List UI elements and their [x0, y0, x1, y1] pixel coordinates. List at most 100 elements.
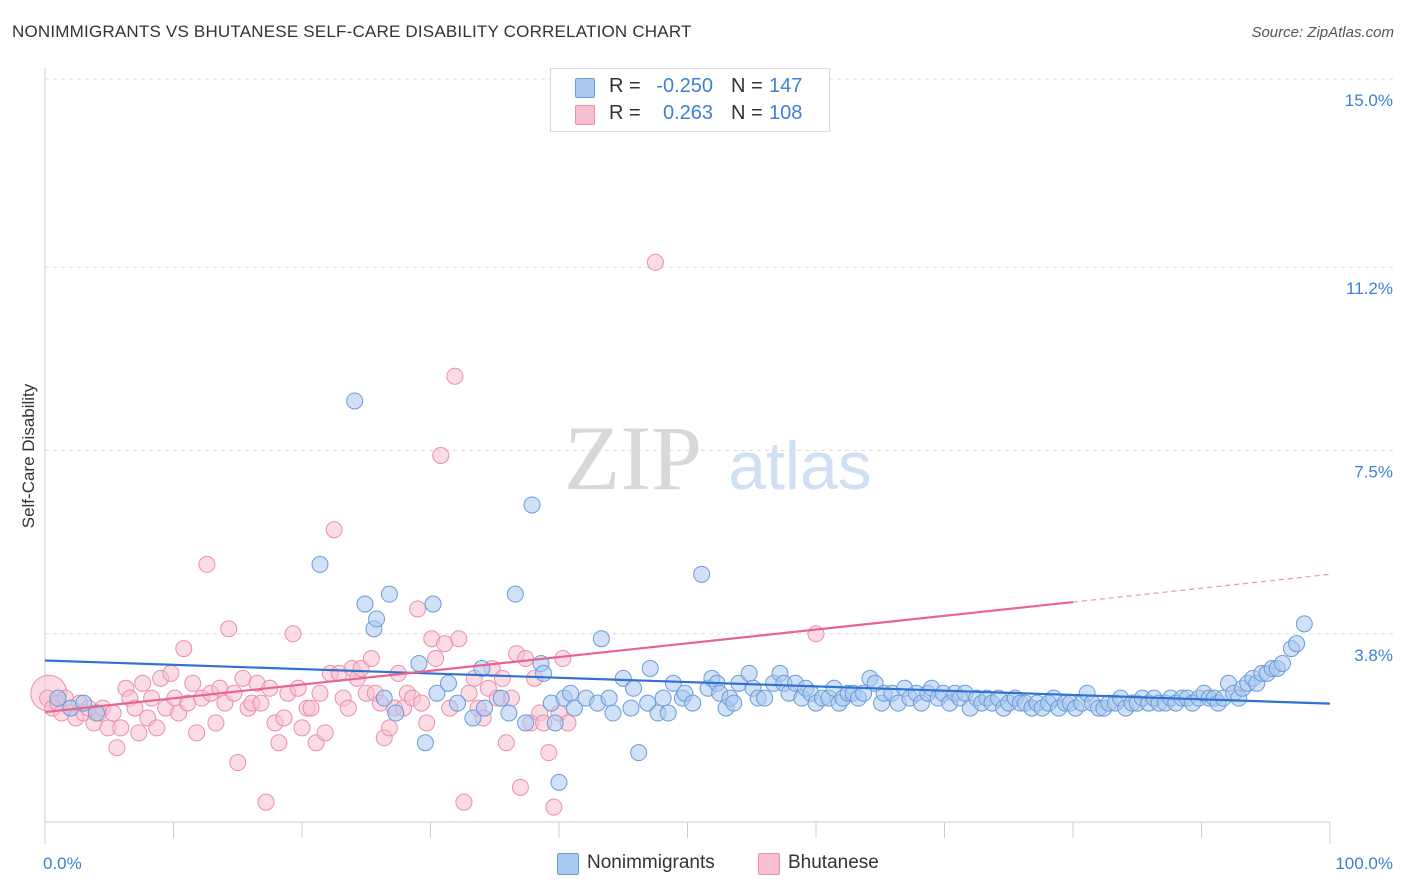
nonimmigrants-point [600, 689, 618, 707]
bhutanese-trend-line [44, 600, 1074, 714]
nonimmigrants-trend-line [44, 659, 1331, 705]
bhutanese-point [257, 793, 275, 811]
bottom-legend-swatch-pink [758, 853, 780, 875]
nonimmigrants-point [492, 689, 510, 707]
watermark-atlas: atlas [728, 428, 872, 504]
nonimmigrants-point [428, 684, 446, 702]
legend-r-value: -0.250 [656, 75, 713, 97]
y-tick-label: 3.8% [1354, 646, 1393, 665]
bhutanese-point [126, 699, 144, 717]
bhutanese-point [275, 709, 293, 727]
nonimmigrants-point [740, 664, 758, 682]
nonimmigrants-point [625, 679, 643, 697]
nonimmigrants-point [630, 744, 648, 762]
bhutanese-point [220, 620, 238, 638]
y-tick-label: 7.5% [1354, 463, 1393, 482]
bhutanese-point [427, 650, 445, 668]
bhutanese-point [284, 625, 302, 643]
bhutanese-point [112, 719, 130, 737]
nonimmigrants-point [49, 689, 67, 707]
nonimmigrants-point [416, 734, 434, 752]
bhutanese-point [380, 719, 398, 737]
trend-lines [44, 573, 1331, 714]
bhutanese-point [455, 793, 473, 811]
legend-row-nonimmigrants: R = -0.250 N = 147 [551, 74, 829, 100]
bhutanese-point [545, 798, 563, 816]
nonimmigrants-point [380, 585, 398, 603]
bhutanese-point [460, 684, 478, 702]
tick-labels: 3.8% 7.5% 11.2% 15.0% 0.0% 100.0% [43, 91, 1393, 873]
bhutanese-point [207, 714, 225, 732]
bhutanese-point [311, 684, 329, 702]
bhutanese-point [162, 664, 180, 682]
nonimmigrants-point [517, 714, 535, 732]
nonimmigrants-point [448, 694, 466, 712]
bottom-legend-label: Bhutanese [788, 852, 879, 873]
nonimmigrants-point [855, 684, 873, 702]
legend-r-value: 0.263 [662, 102, 713, 124]
nonimmigrants-point [725, 694, 743, 712]
legend-r-label: R = [609, 75, 641, 97]
bhutanese-point [148, 719, 166, 737]
grid-lines [45, 78, 1393, 635]
bhutanese-point [108, 739, 126, 757]
bhutanese-point [352, 659, 370, 677]
nonimmigrants-point [641, 659, 659, 677]
chart-title: NONIMMIGRANTS VS BHUTANESE SELF-CARE DIS… [12, 22, 692, 41]
bhutanese-point [517, 650, 535, 668]
bhutanese-point [188, 724, 206, 742]
bhutanese-point [293, 719, 311, 737]
bhutanese-point [362, 650, 380, 668]
nonimmigrants-point [535, 664, 553, 682]
nonimmigrants-point [1273, 654, 1291, 672]
bhutanese-point [270, 734, 288, 752]
nonimmigrants-point [439, 674, 457, 692]
bhutanese-point [104, 704, 122, 722]
bhutanese-point [646, 253, 664, 271]
nonimmigrants-point [424, 595, 442, 613]
nonimmigrants-point [562, 684, 580, 702]
bhutanese-point [229, 754, 247, 772]
nonimmigrants-point [356, 595, 374, 613]
legend-n-value: 108 [769, 102, 803, 124]
nonimmigrants-point [1288, 635, 1306, 653]
bhutanese-point [252, 694, 270, 712]
nonimmigrants-point [604, 704, 622, 722]
nonimmigrants-point [375, 689, 393, 707]
nonimmigrants-point [639, 694, 657, 712]
bhutanese-trend-extension [1072, 573, 1331, 603]
x-tick-label-end: 100.0% [1335, 854, 1393, 873]
bottom-legend-swatch-blue [557, 853, 579, 875]
bhutanese-point [493, 669, 511, 687]
y-tick-label: 15.0% [1345, 91, 1393, 110]
nonimmigrants-point [565, 699, 583, 717]
nonimmigrants-point [387, 704, 405, 722]
bhutanese-point [554, 650, 572, 668]
bhutanese-point [497, 734, 515, 752]
nonimmigrants-point [506, 585, 524, 603]
bhutanese-point [134, 674, 152, 692]
legend-n-label: N = [731, 102, 763, 124]
bhutanese-point [409, 600, 427, 618]
nonimmigrants-point [654, 689, 672, 707]
x-tick-label-start: 0.0% [43, 854, 82, 873]
bhutanese-point [289, 679, 307, 697]
bhutanese-point [316, 724, 334, 742]
nonimmigrants-point [311, 555, 329, 573]
bhutanese-point [540, 744, 558, 762]
nonimmigrants-point [464, 709, 482, 727]
nonimmigrants-point [622, 699, 640, 717]
legend-n-label: N = [731, 75, 763, 97]
bhutanese-point [325, 521, 343, 539]
watermark-zip: ZIP [564, 407, 702, 509]
y-axis-label: Self-Care Disability [19, 383, 38, 528]
nonimmigrants-point [550, 773, 568, 791]
nonimmigrants-point [546, 714, 564, 732]
y-tick-label: 11.2% [1346, 279, 1393, 298]
nonimmigrants-point [475, 699, 493, 717]
nonimmigrants-point [659, 704, 677, 722]
bhutanese-point [446, 367, 464, 385]
bhutanese-point [184, 674, 202, 692]
bhutanese-point [432, 446, 450, 464]
